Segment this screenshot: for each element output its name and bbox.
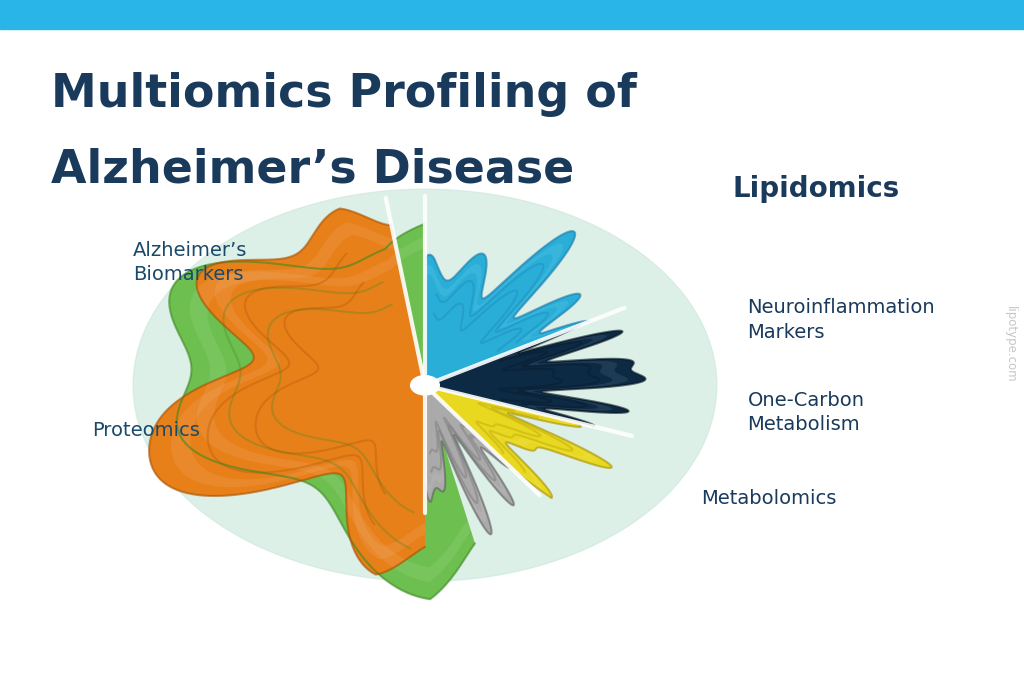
Text: Alzheimer’s Disease: Alzheimer’s Disease bbox=[51, 148, 574, 193]
Polygon shape bbox=[425, 325, 645, 427]
Circle shape bbox=[133, 189, 717, 581]
Polygon shape bbox=[425, 244, 575, 341]
Text: One-Carbon
Metabolism: One-Carbon Metabolism bbox=[748, 391, 864, 434]
Bar bbox=[0, 0, 1024, 29]
Polygon shape bbox=[150, 208, 425, 574]
Polygon shape bbox=[425, 385, 514, 535]
Polygon shape bbox=[425, 385, 611, 498]
Polygon shape bbox=[425, 231, 589, 385]
Polygon shape bbox=[171, 223, 425, 559]
Polygon shape bbox=[425, 427, 507, 522]
Polygon shape bbox=[505, 330, 628, 423]
Polygon shape bbox=[189, 237, 471, 582]
Text: Lipidomics: Lipidomics bbox=[732, 175, 899, 203]
Text: Neuroinflammation
Markers: Neuroinflammation Markers bbox=[748, 299, 935, 341]
Text: Alzheimer’s
Biomarkers: Alzheimer’s Biomarkers bbox=[133, 241, 248, 284]
Text: Proteomics: Proteomics bbox=[92, 420, 200, 440]
Text: Multiomics Profiling of: Multiomics Profiling of bbox=[51, 72, 637, 117]
Text: Metabolomics: Metabolomics bbox=[701, 489, 837, 508]
Circle shape bbox=[333, 323, 517, 447]
Text: lipotype.com: lipotype.com bbox=[1005, 305, 1017, 383]
Circle shape bbox=[411, 376, 439, 395]
Polygon shape bbox=[169, 224, 475, 599]
Polygon shape bbox=[494, 409, 597, 489]
